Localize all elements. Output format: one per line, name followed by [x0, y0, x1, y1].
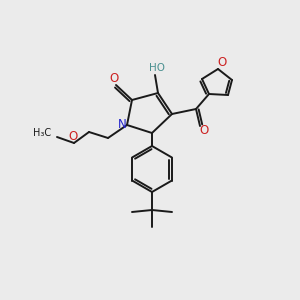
Text: O: O: [68, 130, 78, 142]
Text: O: O: [218, 56, 226, 70]
Text: O: O: [200, 124, 208, 136]
Text: N: N: [118, 118, 126, 131]
Text: O: O: [110, 73, 118, 85]
Text: H₃C: H₃C: [33, 128, 51, 138]
Text: HO: HO: [149, 63, 165, 73]
